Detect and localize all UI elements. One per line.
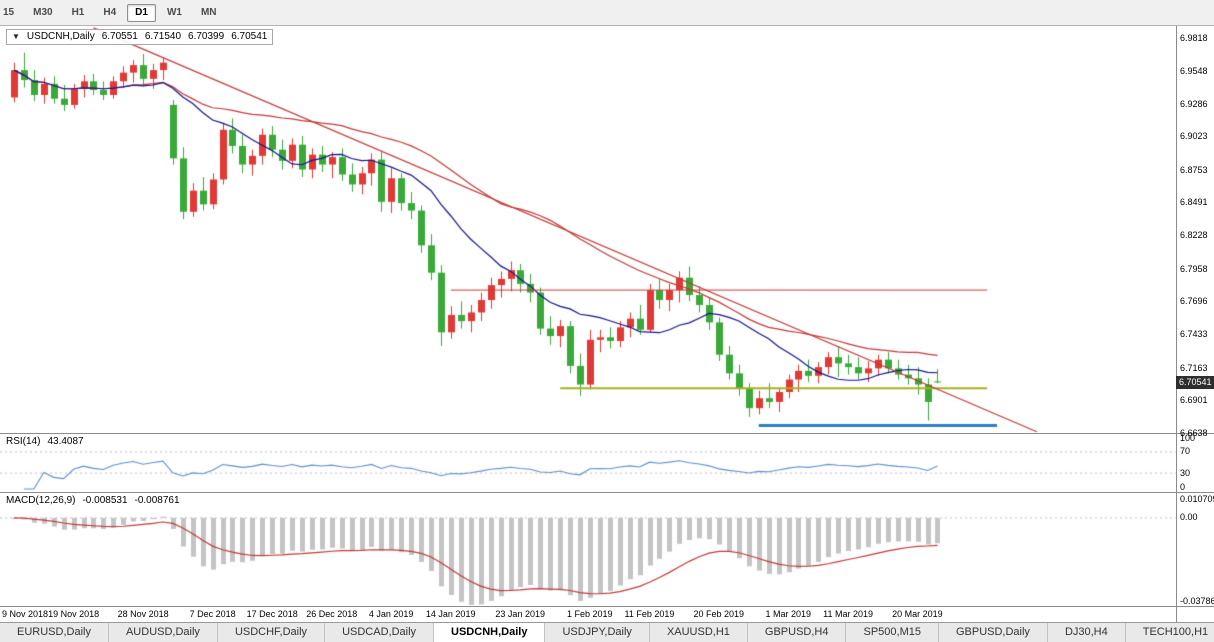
chart-tab-usdchf-daily[interactable]: USDCHF,Daily — [218, 623, 326, 642]
timeframe-button-mn[interactable]: MN — [200, 6, 217, 18]
macd-value: -0.008531 — [82, 495, 128, 506]
date-axis-label: 7 Dec 2018 — [189, 609, 236, 619]
date-axis-label: 1 Mar 2019 — [765, 609, 812, 619]
ohlc-open: 6.70551 — [101, 31, 138, 42]
timeframe-button-d1[interactable]: D1 — [127, 3, 156, 22]
symbol-tabbar: EURUSD,Daily AUDUSD,Daily USDCHF,Daily USDC… — [0, 622, 1214, 642]
price-axis-tick: 6.7696 — [1180, 296, 1208, 307]
date-axis-label: 26 Dec 2018 — [306, 609, 358, 619]
rsi-canvas[interactable] — [0, 434, 1176, 492]
macd-header: MACD(12,26,9) -0.008531 -0.008761 — [6, 496, 180, 506]
chart-header: ▼ USDCNH,Daily 6.70551 6.71540 6.70399 6… — [6, 29, 274, 45]
date-axis: 9 Nov 2018 19 Nov 2018 28 Nov 2018 7 Dec 20… — [0, 606, 1214, 622]
macd-axis: 0.010709 0.00 -0.037864 — [1177, 493, 1214, 606]
price-chart-canvas[interactable] — [0, 26, 1176, 433]
date-axis-label: 23 Jan 2019 — [495, 609, 545, 619]
rsi-level-label: 100 — [1180, 433, 1196, 443]
chart-tab-usdcad-daily[interactable]: USDCAD,Daily — [325, 623, 435, 642]
macd-scale-label: 0.00 — [1180, 512, 1198, 523]
ohlc-low: 6.70399 — [188, 31, 225, 42]
date-axis-label: 20 Mar 2019 — [892, 609, 943, 619]
price-axis-tick: 6.7958 — [1180, 263, 1208, 274]
date-axis-label: 14 Jan 2019 — [425, 609, 476, 619]
chart-tab-usdjpy-daily[interactable]: USDJPY,Daily — [545, 623, 650, 642]
date-axis-label: 17 Dec 2018 — [246, 609, 298, 619]
date-axis-label: 9 Nov 2018 — [2, 609, 49, 619]
chart-tab-usdcnh-daily[interactable]: USDCNH,Daily — [434, 623, 546, 642]
price-axis-tick: 6.9286 — [1180, 98, 1208, 109]
timeframe-button-w1[interactable]: W1 — [166, 6, 182, 18]
chart-tab-xauusd-h1[interactable]: XAUUSD,H1 — [650, 623, 748, 642]
date-axis-label: 11 Mar 2019 — [823, 609, 873, 619]
ohlc-close: 6.70541 — [231, 31, 268, 42]
rsi-level-label: 70 — [1180, 446, 1191, 457]
macd-canvas[interactable] — [0, 493, 1176, 606]
price-axis-tick: 6.6901 — [1180, 395, 1208, 406]
timeframe-button-m30[interactable]: M30 — [33, 6, 53, 18]
macd-indicator-panel: MACD(12,26,9) -0.008531 -0.008761 0.0107… — [0, 492, 1214, 606]
chart-area: ▼ USDCNH,Daily 6.70551 6.71540 6.70399 6… — [0, 26, 1214, 622]
rsi-label: RSI(14) — [6, 436, 41, 447]
rsi-header: RSI(14) 43.4087 — [6, 437, 84, 447]
current-price-badge: 6.70541 — [1176, 375, 1214, 389]
date-axis-label: 1 Feb 2019 — [566, 609, 613, 619]
date-axis-label: 11 Feb 2019 — [624, 609, 675, 619]
date-axis-label: 20 Feb 2019 — [693, 609, 745, 619]
chart-tab-audusd-daily[interactable]: AUDUSD,Daily — [109, 623, 218, 642]
price-axis-tick: 6.6638 — [1180, 427, 1208, 438]
chart-tab-dj30-h4[interactable]: DJ30,H4 — [1048, 623, 1126, 642]
rsi-axis: 100 70 30 0 — [1177, 434, 1214, 492]
price-chart-panel: ▼ USDCNH,Daily 6.70551 6.71540 6.70399 6… — [0, 26, 1214, 437]
price-axis-tick: 6.8753 — [1180, 164, 1208, 175]
rsi-indicator-panel: RSI(14) 43.4087 100 70 30 0 — [0, 433, 1214, 492]
rsi-value: 43.4087 — [47, 436, 84, 447]
chart-tab-eurusd-daily[interactable]: EURUSD,Daily — [0, 623, 109, 642]
macd-signal-value: -0.008761 — [134, 495, 180, 506]
price-axis: 6.9818 6.9548 6.9286 6.9023 6.8753 6.8491 6.82… — [1177, 26, 1214, 437]
ohlc-high: 6.71540 — [144, 31, 182, 42]
date-axis-label: 19 Nov 2018 — [48, 609, 100, 619]
price-axis-tick: 6.8228 — [1180, 230, 1208, 241]
chart-tab-sp500-m15[interactable]: SP500,M15 — [846, 623, 939, 642]
macd-scale-label: -0.037864 — [1180, 596, 1214, 606]
axis-divider — [1176, 26, 1177, 622]
chart-tab-tech100-h1[interactable]: TECH100,H1 — [1126, 623, 1214, 642]
rsi-level-label: 30 — [1180, 467, 1191, 478]
chart-tab-gbpusd-daily[interactable]: GBPUSD,Daily — [939, 623, 1048, 642]
symbol-dropdown-icon[interactable]: ▼ — [12, 32, 20, 41]
price-axis-tick: 6.7433 — [1180, 328, 1208, 339]
date-axis-label: 4 Jan 2019 — [368, 609, 414, 619]
price-axis-tick: 6.9818 — [1180, 32, 1208, 43]
rsi-level-label: 0 — [1180, 482, 1186, 492]
timeframe-button-h1[interactable]: H1 — [71, 6, 85, 18]
price-axis-tick: 6.7163 — [1180, 362, 1208, 373]
price-axis-tick: 6.8491 — [1180, 197, 1208, 208]
timeframe-button-h4[interactable]: H4 — [103, 6, 117, 18]
chart-tab-gbpusd-h4[interactable]: GBPUSD,H4 — [748, 623, 847, 642]
timeframe-toolbar: 15 M30 H1 H4 D1 W1 MN — [0, 0, 1214, 26]
date-axis-label: 28 Nov 2018 — [117, 609, 169, 619]
price-axis-tick: 6.9023 — [1180, 131, 1208, 142]
symbol-title: USDCNH,Daily — [26, 31, 95, 42]
macd-label: MACD(12,26,9) — [6, 495, 76, 506]
price-axis-tick: 6.9548 — [1180, 66, 1208, 77]
macd-scale-label: 0.010709 — [1180, 494, 1214, 504]
timeframe-button-15[interactable]: 15 — [3, 6, 15, 18]
